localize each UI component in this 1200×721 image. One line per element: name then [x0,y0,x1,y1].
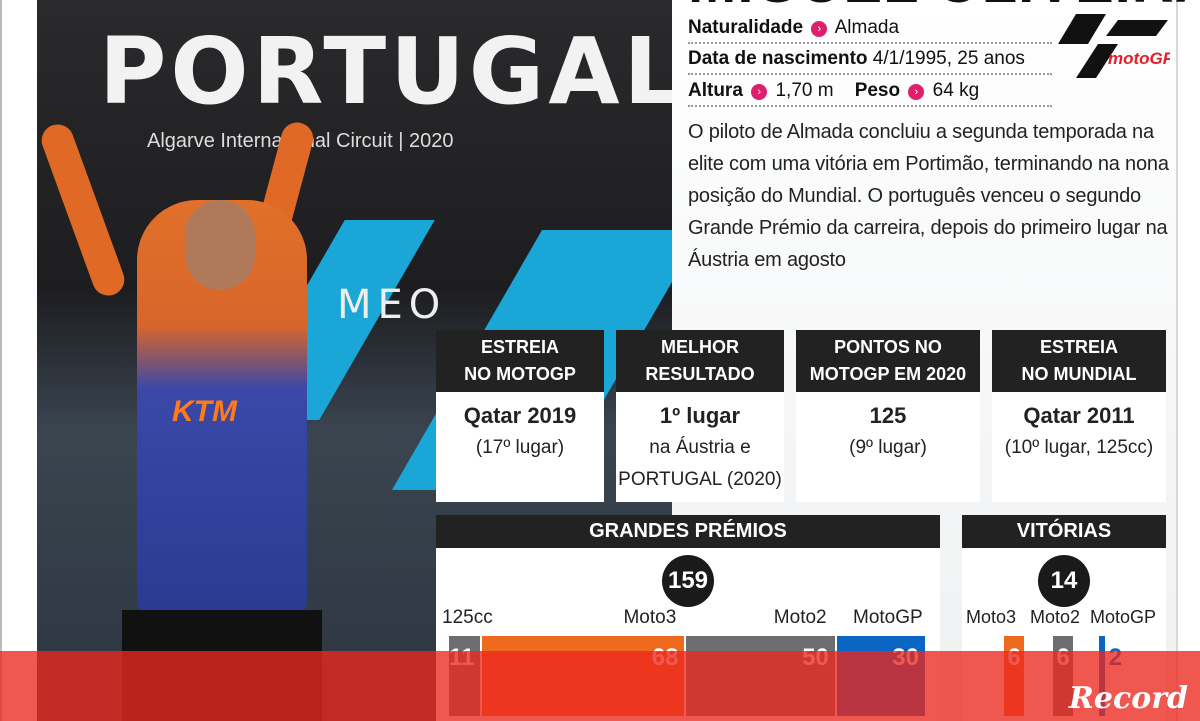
stat-heading: RESULTADO [645,364,755,384]
logo-text: motoGP [1108,49,1170,68]
label: Naturalidade [688,17,804,38]
stat-value: Qatar 2011 [1023,403,1135,428]
category-label: MotoGP [1090,607,1157,627]
category-label: MotoGP [853,607,923,628]
stat-heading: MOTOGP EM 2020 [809,364,967,384]
total-badge: 14 [1038,555,1090,607]
stat-heading: ESTREIA [1039,337,1118,357]
stat-value: 125 [869,403,907,428]
stat-heading: PONTOS NO [834,337,942,357]
value: 1,70 m [775,80,834,101]
bio-text: O piloto de Almada concluiu a segunda te… [688,121,1169,271]
stat-heading: NO MUNDIAL [1021,364,1137,384]
rider-head [185,200,255,290]
value: Almada [834,17,900,38]
page-border [0,0,2,721]
stat-detail: PORTUGAL (2020) [618,469,782,490]
arrow-icon: › [908,84,925,100]
stat-detail: (9º lugar) [849,437,927,458]
label: Peso [854,80,901,101]
value: 64 kg [932,80,980,101]
stat-detail: (17º lugar) [475,437,565,458]
category-label: Moto3 [966,607,1017,627]
value: 4/1/1995, 25 anos [872,48,1025,69]
height-weight-row: Altura › 1,70 m Peso › 64 kg [688,77,1052,107]
stat-debut-motogp: ESTREIA NO MOTOGP Qatar 2019 (17º lugar) [436,330,604,502]
category-label: Moto2 [1030,607,1081,627]
suit-brand: KTM [172,395,237,428]
motogp-logo: motoGP [1058,14,1170,78]
label: Data de nascimento [688,48,868,69]
brand-overlay-band [0,651,1200,721]
total-badge: 159 [662,555,714,607]
stat-detail: (10º lugar, 125cc) [1004,437,1154,458]
stat-detail: na Áustria e [649,437,751,458]
arrow-icon: › [811,21,828,37]
arrow-icon: › [751,84,768,100]
stat-heading: MELHOR [661,337,739,357]
category-label: 125cc [442,607,493,628]
stat-value: 1º lugar [659,403,741,428]
rider-name: MIGUEL OLIVEIRA [688,0,1200,12]
stat-points-2020: PONTOS NO MOTOGP EM 2020 125 (9º lugar) [796,330,980,502]
label: Altura [688,80,743,101]
stat-value: Qatar 2019 [463,403,577,428]
birthplace-row: Naturalidade › Almada [688,14,1052,44]
stat-heading: NO MOTOGP [464,364,576,384]
record-logo: Record [1068,681,1188,716]
category-label: Moto2 [773,607,827,628]
chart-title: VITÓRIAS [962,515,1166,548]
rider-arm [37,119,129,301]
stat-debut-world: ESTREIA NO MUNDIAL Qatar 2011 (10º lugar, … [992,330,1166,502]
sponsor-logo: MEO [337,282,447,328]
chart-title: GRANDES PRÉMIOS [436,515,940,548]
category-label: Moto3 [623,607,677,628]
stat-heading: ESTREIA [480,337,559,357]
birthdate-row: Data de nascimento 4/1/1995, 25 anos [688,45,1052,75]
stat-best-result: MELHOR RESULTADO 1º lugar na Áustria e PORT… [616,330,784,502]
backdrop-title: PORTUGAL [99,18,672,125]
